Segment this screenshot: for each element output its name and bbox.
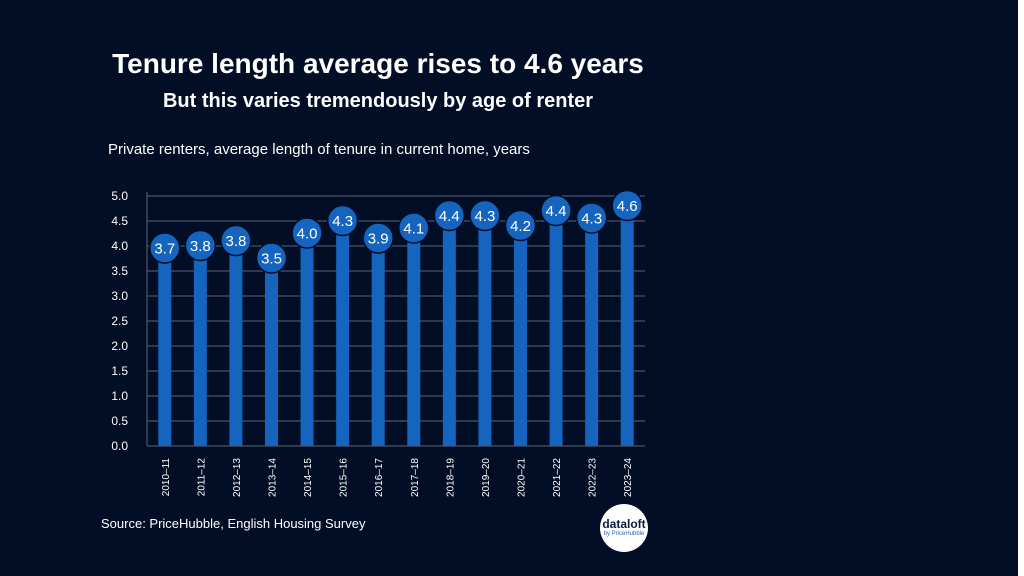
bar: [229, 253, 243, 446]
chart-title: Tenure length average rises to 4.6 years: [112, 48, 644, 79]
bar: [514, 238, 527, 446]
bar: [407, 241, 421, 446]
data-label-bubble: [611, 189, 643, 222]
logo-name: dataloft: [602, 517, 646, 531]
data-label: 4.4: [439, 208, 460, 225]
data-label: 4.2: [510, 218, 531, 235]
y-tick-label: 1.0: [111, 389, 128, 403]
x-tick-label: 2015–16: [339, 458, 350, 497]
data-label-bubble: [398, 212, 430, 244]
bar: [371, 251, 385, 446]
y-tick-label: 2.0: [111, 339, 128, 353]
x-tick-label: 2010–11: [161, 458, 172, 497]
data-label: 4.0: [297, 226, 318, 243]
data-label: 4.1: [403, 221, 424, 238]
bar: [193, 258, 207, 446]
x-tick-label: 2017–18: [410, 458, 421, 497]
logo-tagline: by PriceHubble: [603, 531, 645, 537]
data-label: 4.4: [546, 203, 567, 220]
y-tick-label: 0.5: [111, 414, 128, 428]
x-tick-label: 2013–14: [268, 458, 279, 497]
data-label-bubble: [362, 222, 394, 254]
chart-caption: Private renters, average length of tenur…: [108, 141, 530, 158]
data-label-bubble: [220, 224, 252, 257]
bar: [300, 246, 314, 446]
x-tick-label: 2016–17: [374, 458, 385, 497]
data-label-bubble: [326, 204, 359, 237]
chart-subtitle: But this varies tremendously by age of r…: [162, 90, 594, 112]
data-label: 3.5: [261, 251, 282, 268]
data-label-bubble: [469, 199, 501, 232]
y-tick-label: 3.0: [111, 289, 128, 303]
data-label-bubble: [504, 209, 537, 242]
bar: [442, 228, 456, 446]
data-label: 4.6: [617, 198, 638, 215]
data-label: 3.8: [190, 238, 211, 255]
y-tick-label: 4.0: [111, 239, 128, 253]
data-label: 4.3: [332, 213, 353, 230]
bar: [265, 271, 278, 446]
y-tick-label: 4.5: [111, 214, 128, 228]
x-tick-label: 2020–21: [517, 458, 528, 497]
source-note: Source: PriceHubble, English Housing Sur…: [101, 516, 366, 531]
x-tick-label: 2014–15: [303, 458, 314, 497]
data-label-bubble: [291, 217, 323, 249]
bar: [336, 233, 350, 446]
data-label: 4.3: [474, 208, 495, 225]
x-tick-label: 2021–22: [552, 458, 563, 497]
data-label: 3.7: [154, 241, 175, 258]
data-label-bubble: [433, 199, 466, 232]
data-label: 3.8: [225, 233, 246, 250]
x-tick-label: 2023–24: [623, 458, 634, 497]
x-tick-label: 2011–12: [196, 458, 207, 497]
data-label: 3.9: [368, 231, 389, 248]
bar: [549, 223, 563, 446]
y-tick-label: 5.0: [111, 189, 128, 203]
y-tick-label: 3.5: [111, 264, 128, 278]
data-label-bubble: [184, 229, 217, 262]
bar: [585, 231, 599, 446]
x-tick-label: 2022–23: [588, 458, 599, 497]
data-label-bubble: [149, 232, 181, 264]
x-tick-label: 2018–19: [445, 458, 456, 497]
y-tick-label: 2.5: [111, 314, 128, 328]
y-tick-label: 1.5: [111, 364, 128, 378]
data-label-bubble: [540, 194, 572, 227]
bar: [158, 261, 172, 446]
bar: [478, 228, 492, 446]
x-tick-label: 2012–13: [232, 458, 243, 497]
data-label-bubble: [575, 202, 608, 234]
bar: [620, 218, 634, 446]
y-tick-label: 0.0: [111, 439, 128, 453]
data-label: 4.3: [581, 211, 602, 228]
data-label-bubble: [255, 242, 288, 274]
dataloft-logo: dataloft by PriceHubble: [600, 504, 648, 552]
x-tick-label: 2019–20: [481, 458, 492, 497]
